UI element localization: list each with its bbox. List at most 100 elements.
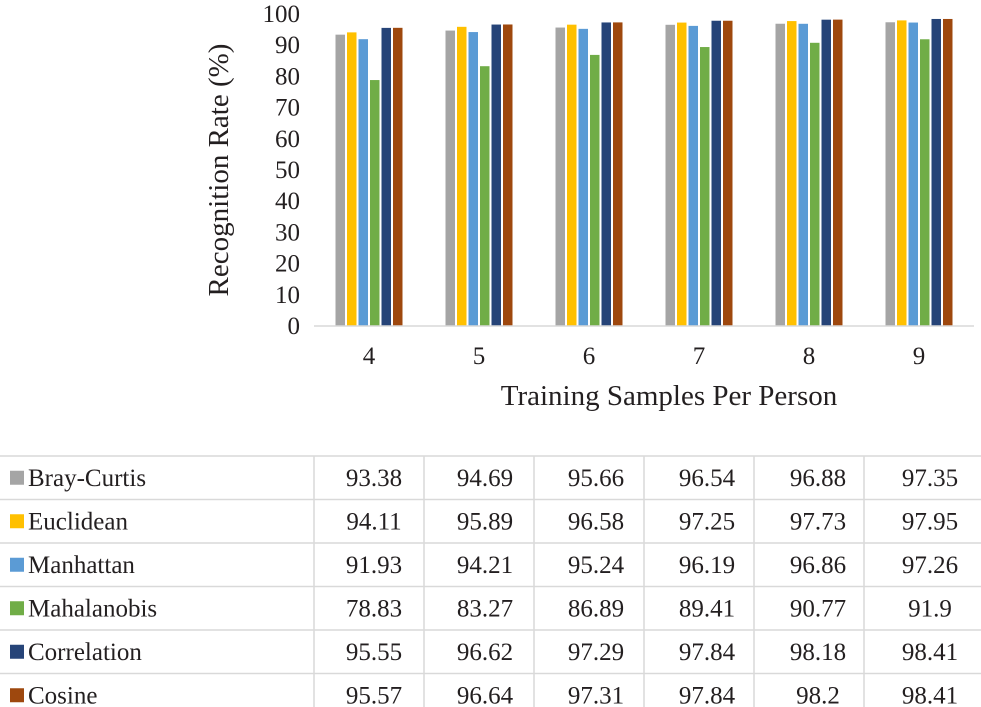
table-cell-value: 96.62: [457, 639, 513, 666]
bar-euclidean: [677, 22, 687, 327]
legend-swatch-mahalanobis: [10, 601, 24, 616]
legend-label-cosine: Cosine: [28, 682, 97, 707]
y-axis-title: Recognition Rate (%): [203, 44, 235, 297]
table-cell-value: 86.89: [568, 595, 624, 622]
table-grid: [0, 455, 981, 707]
bar-cosine: [613, 22, 623, 327]
legend-label-bray-curtis: Bray-Curtis: [28, 465, 146, 492]
bar-manhattan: [798, 23, 808, 326]
table-cell-value: 97.25: [679, 508, 735, 535]
y-tick-label: 30: [275, 219, 300, 246]
bar-bray-curtis: [665, 24, 675, 327]
table-cell-value: 78.83: [346, 595, 402, 622]
bar-euclidean: [347, 32, 357, 326]
x-tick-label: 6: [583, 343, 596, 370]
table-cell-value: 97.29: [568, 639, 624, 666]
bar-manhattan: [358, 39, 368, 326]
bars-group: [335, 18, 953, 327]
table-cell-value: 93.38: [346, 465, 402, 492]
table-cell-value: 95.24: [568, 552, 625, 579]
bar-bray-curtis: [335, 34, 345, 327]
table-cell-value: 98.18: [790, 639, 846, 666]
y-tick-label: 40: [275, 188, 300, 215]
bar-manhattan: [908, 22, 918, 327]
table-cell-value: 97.35: [902, 465, 958, 492]
legend-swatch-manhattan: [10, 557, 24, 572]
table-cell-value: 96.19: [679, 552, 735, 579]
table-cell-value: 97.26: [902, 552, 958, 579]
bar-correlation: [711, 20, 721, 327]
y-tick-label: 90: [275, 32, 300, 59]
y-tick-label: 10: [275, 282, 300, 309]
table-cell-value: 95.55: [346, 639, 402, 666]
table-cell-value: 97.73: [790, 508, 846, 535]
bar-mahalanobis: [480, 66, 490, 326]
bar-correlation: [601, 22, 611, 326]
x-tick-label: 4: [363, 343, 376, 370]
bar-correlation: [381, 27, 391, 326]
bar-bray-curtis: [775, 23, 785, 326]
y-axis-ticks: 0 10 20 30 40 50 60 70 80 90 100: [263, 1, 301, 340]
y-tick-label: 20: [275, 251, 300, 278]
bar-bray-curtis: [885, 22, 895, 326]
bar-mahalanobis: [370, 80, 380, 326]
table-cell-value: 97.84: [679, 682, 736, 707]
legend-swatch-euclidean: [10, 514, 24, 529]
bar-cosine: [723, 20, 733, 327]
legend-swatch-cosine: [10, 688, 24, 703]
bar-cosine: [393, 27, 403, 327]
bar-euclidean: [787, 21, 797, 327]
bar-cosine: [943, 18, 953, 326]
table-cell-value: 96.86: [790, 552, 846, 579]
table-cell-value: 98.41: [902, 639, 958, 666]
table-cell-value: 89.41: [679, 595, 735, 622]
bar-manhattan: [578, 28, 588, 327]
y-tick-label: 60: [275, 126, 300, 153]
table-cell-value: 98.41: [902, 682, 958, 707]
bar-correlation: [491, 24, 501, 327]
bar-correlation: [821, 19, 831, 326]
table-cell-value: 96.64: [457, 682, 514, 707]
legend-label-euclidean: Euclidean: [28, 508, 128, 535]
table-cell-value: 90.77: [790, 595, 846, 622]
x-axis-title: Training Samples Per Person: [501, 380, 838, 412]
legend-label-correlation: Correlation: [28, 639, 142, 666]
table-cell-value: 95.57: [346, 682, 402, 707]
table-cell-value: 97.84: [679, 639, 736, 666]
table-cell-value: 94.69: [457, 465, 513, 492]
table-cell-value: 91.93: [346, 552, 402, 579]
bar-bray-curtis: [555, 27, 565, 326]
bar-bray-curtis: [445, 30, 455, 326]
x-tick-label: 8: [803, 343, 816, 370]
table-cell-value: 83.27: [457, 595, 513, 622]
table-cell-value: 96.58: [568, 508, 624, 535]
bar-mahalanobis: [700, 47, 710, 326]
data-table: Bray-Curtis 93.38 94.69 95.66 96.54 96.88 97.3…: [10, 465, 958, 707]
bar-euclidean: [567, 24, 577, 326]
bar-cosine: [833, 19, 843, 327]
bar-cosine: [503, 24, 513, 326]
table-cell-value: 97.95: [902, 508, 958, 535]
y-tick-label: 70: [275, 95, 300, 122]
x-tick-label: 9: [913, 343, 926, 370]
bar-correlation: [931, 18, 941, 326]
table-cell-value: 98.2: [796, 682, 840, 707]
table-cell-value: 95.89: [457, 508, 513, 535]
bar-mahalanobis: [590, 54, 600, 326]
bar-euclidean: [457, 26, 467, 326]
legend-swatch-bray-curtis: [10, 470, 24, 485]
y-tick-label: 80: [275, 63, 300, 90]
y-tick-label: 0: [288, 313, 301, 340]
table-cell-value: 94.11: [346, 508, 401, 535]
table-cell-value: 96.88: [790, 465, 846, 492]
x-tick-label: 5: [473, 343, 486, 370]
bar-manhattan: [468, 32, 478, 327]
bar-euclidean: [897, 20, 907, 327]
bar-mahalanobis: [810, 42, 820, 326]
x-axis-ticks: 4 5 6 7 8 9: [363, 343, 926, 370]
legend-swatch-correlation: [10, 644, 24, 659]
table-cell-value: 95.66: [568, 465, 624, 492]
y-tick-label: 100: [263, 1, 301, 28]
table-cell-value: 94.21: [457, 552, 513, 579]
